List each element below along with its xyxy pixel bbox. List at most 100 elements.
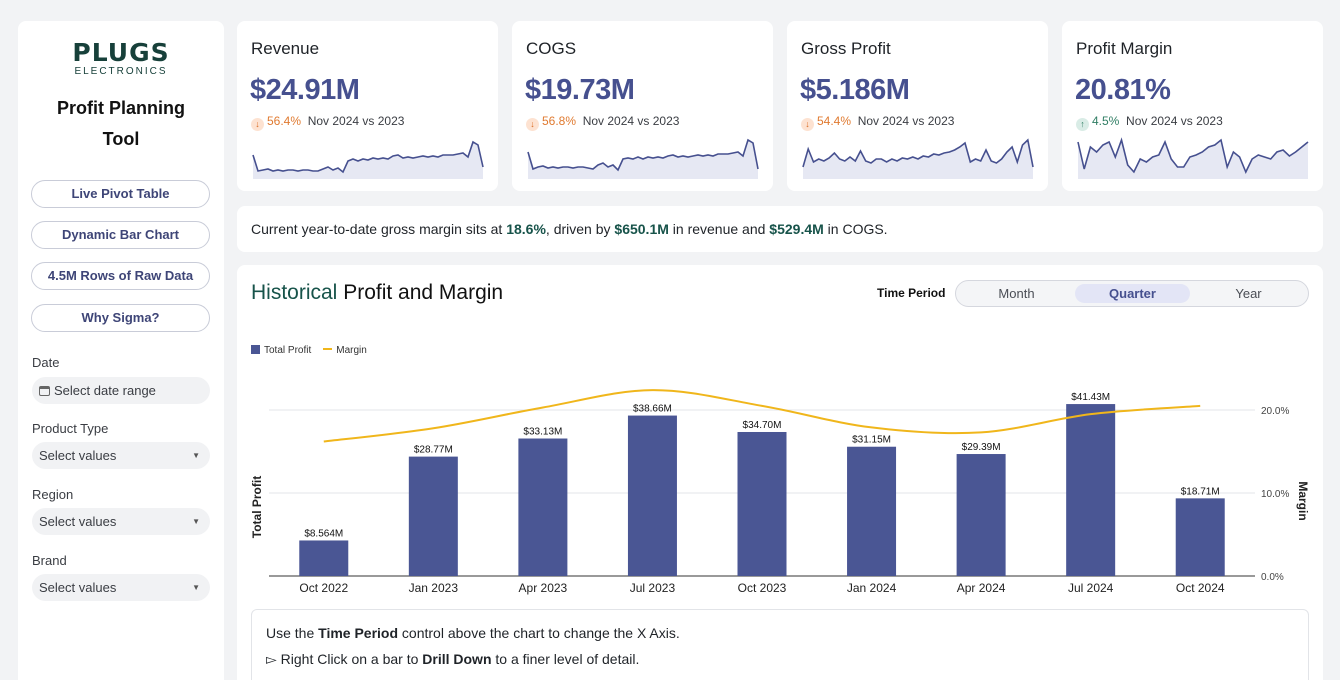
time-period-year[interactable]: Year <box>1235 286 1262 301</box>
bar-data-label: $34.70M <box>743 420 782 431</box>
x-tick-label: Jan 2024 <box>847 581 897 595</box>
kpi-period: Nov 2024 vs 2023 <box>1126 114 1223 128</box>
region-placeholder: Select values <box>39 514 117 529</box>
brand-filter-label: Brand <box>32 553 67 568</box>
kpi-title: Profit Margin <box>1076 39 1173 58</box>
kpi-value: $19.73M <box>525 74 635 106</box>
bar-data-label: $41.43M <box>1071 392 1110 403</box>
sparkline-area <box>1078 140 1308 179</box>
sparkline-line <box>527 138 759 172</box>
bar <box>1175 498 1225 576</box>
bar-data-label: $29.39M <box>962 442 1001 453</box>
kpi-period: Nov 2024 vs 2023 <box>307 114 405 128</box>
calendar-icon <box>39 386 50 396</box>
product-type-select[interactable]: Select values ▼ <box>32 442 210 469</box>
summary-banner: Current year-to-date gross margin sits a… <box>237 206 1323 252</box>
bar <box>518 438 568 576</box>
sparkline-line <box>1077 137 1309 174</box>
chevron-down-icon: ▼ <box>192 517 200 526</box>
help-line-2: ▻ Right Click on a bar to Drill Down to … <box>266 651 639 668</box>
margin-series-line <box>323 389 1201 443</box>
bar-data-label: $8.564M <box>304 528 343 539</box>
help-text: control above the chart to change the X … <box>398 625 680 641</box>
legend-swatch-line <box>323 348 333 350</box>
kpi-delta: ↑ 4.5% Nov 2024 vs 2023 <box>1076 114 1223 131</box>
kpi-value: $5.186M <box>800 74 910 106</box>
kpi-card-cogs: COGS $19.73M ↓ 56.8% Nov 2024 vs 2023 <box>512 21 773 191</box>
brand-select[interactable]: Select values ▼ <box>32 574 210 601</box>
bar <box>1066 404 1116 576</box>
chevron-down-icon: ▼ <box>192 583 200 592</box>
time-period-month[interactable]: Month <box>998 286 1035 301</box>
plugs-logo: PLUGS ELECTRONICS <box>18 39 224 78</box>
kpi-title: COGS <box>526 39 577 58</box>
legend-total-profit: Total Profit <box>264 345 312 356</box>
kpi-delta-pct: 56.8% <box>542 114 577 128</box>
legend-swatch-bar <box>251 345 260 354</box>
app-title-line2: Tool <box>102 129 140 149</box>
kpi-delta-pct: 4.5% <box>1092 114 1120 128</box>
raw-data-button[interactable]: 4.5M Rows of Raw Data <box>31 262 210 290</box>
summary-revenue: $650.1M <box>614 221 669 237</box>
x-tick-label: Jul 2024 <box>1068 581 1114 595</box>
kpi-value: $24.91M <box>250 74 360 106</box>
help-emphasis: Time Period <box>318 625 399 641</box>
logo-subtitle: ELECTRONICS <box>74 66 168 77</box>
why-sigma-button[interactable]: Why Sigma? <box>31 304 210 332</box>
chart-legend: Total Profit Margin <box>251 345 367 356</box>
sparkline <box>527 138 759 179</box>
date-range-input[interactable]: Select date range <box>32 377 210 404</box>
sparkline <box>802 138 1034 179</box>
summary-cogs: $529.4M <box>769 221 824 237</box>
x-tick-label: Oct 2023 <box>738 581 787 595</box>
summary-text: Current year-to-date gross margin sits a… <box>251 221 888 237</box>
sparkline-line <box>252 140 484 174</box>
y2-tick-label: 0.0% <box>1261 572 1284 583</box>
bar <box>299 540 349 576</box>
arrow-down-icon: ↓ <box>526 118 539 131</box>
bar <box>627 415 677 576</box>
bar-data-label: $18.71M <box>1181 486 1220 497</box>
kpi-title: Gross Profit <box>801 39 891 58</box>
bar <box>408 456 458 576</box>
bar <box>956 454 1006 576</box>
help-emphasis: Drill Down <box>422 651 492 667</box>
y2-tick-label: 10.0% <box>1261 489 1289 500</box>
chart-title-rest: Profit and Margin <box>337 281 504 304</box>
y2-tick-label: 20.0% <box>1261 406 1289 417</box>
profit-margin-chart: 0.0% 10.0% 20.0% $8.564M Oct 2022 $28.77M Jan … <box>250 389 1310 595</box>
profit-margin-chart-card: Historical Profit and Margin Time Period… <box>237 265 1323 680</box>
time-period-quarter[interactable]: Quarter <box>1075 284 1190 303</box>
app-title-line1: Profit Planning <box>57 98 185 118</box>
summary-mid2: in revenue and <box>668 221 770 237</box>
arrow-up-icon: ↑ <box>1076 118 1089 131</box>
time-period-segmented-control: Month Quarter Year <box>955 280 1309 307</box>
kpi-delta-pct: 54.4% <box>817 114 852 128</box>
time-period-label: Time Period <box>877 286 946 300</box>
chart-title: Historical Profit and Margin <box>251 281 503 305</box>
kpi-title: Revenue <box>251 39 320 58</box>
summary-suffix: in COGS. <box>823 221 888 237</box>
app-title: Profit Planning Tool <box>18 93 224 155</box>
chart-title-accent: Historical <box>251 281 338 304</box>
product-type-placeholder: Select values <box>39 448 117 463</box>
sparkline <box>252 140 484 179</box>
kpi-delta: ↓ 56.8% Nov 2024 vs 2023 <box>526 114 679 131</box>
summary-mid1: , driven by <box>545 221 615 237</box>
legend-margin: Margin <box>336 345 367 356</box>
chevron-down-icon: ▼ <box>192 451 200 460</box>
kpi-delta: ↓ 56.4% Nov 2024 vs 2023 <box>251 114 404 131</box>
dynamic-bar-chart-button[interactable]: Dynamic Bar Chart <box>31 221 210 249</box>
bar-data-label: $33.13M <box>523 427 562 438</box>
region-select[interactable]: Select values ▼ <box>32 508 210 535</box>
help-text: Use the <box>266 625 319 641</box>
live-pivot-table-button[interactable]: Live Pivot Table <box>31 180 210 208</box>
y-axis-title: Total Profit <box>250 476 264 538</box>
help-text: ▻ Right Click on a bar to <box>266 651 423 667</box>
sparkline <box>1077 137 1309 179</box>
sparkline-line <box>802 138 1034 168</box>
kpi-card-gross-profit: Gross Profit $5.186M ↓ 54.4% Nov 2024 vs … <box>787 21 1048 191</box>
help-line-1: Use the Time Period control above the ch… <box>266 625 680 641</box>
x-tick-label: Jul 2023 <box>630 581 676 595</box>
kpi-delta-pct: 56.4% <box>267 114 302 128</box>
